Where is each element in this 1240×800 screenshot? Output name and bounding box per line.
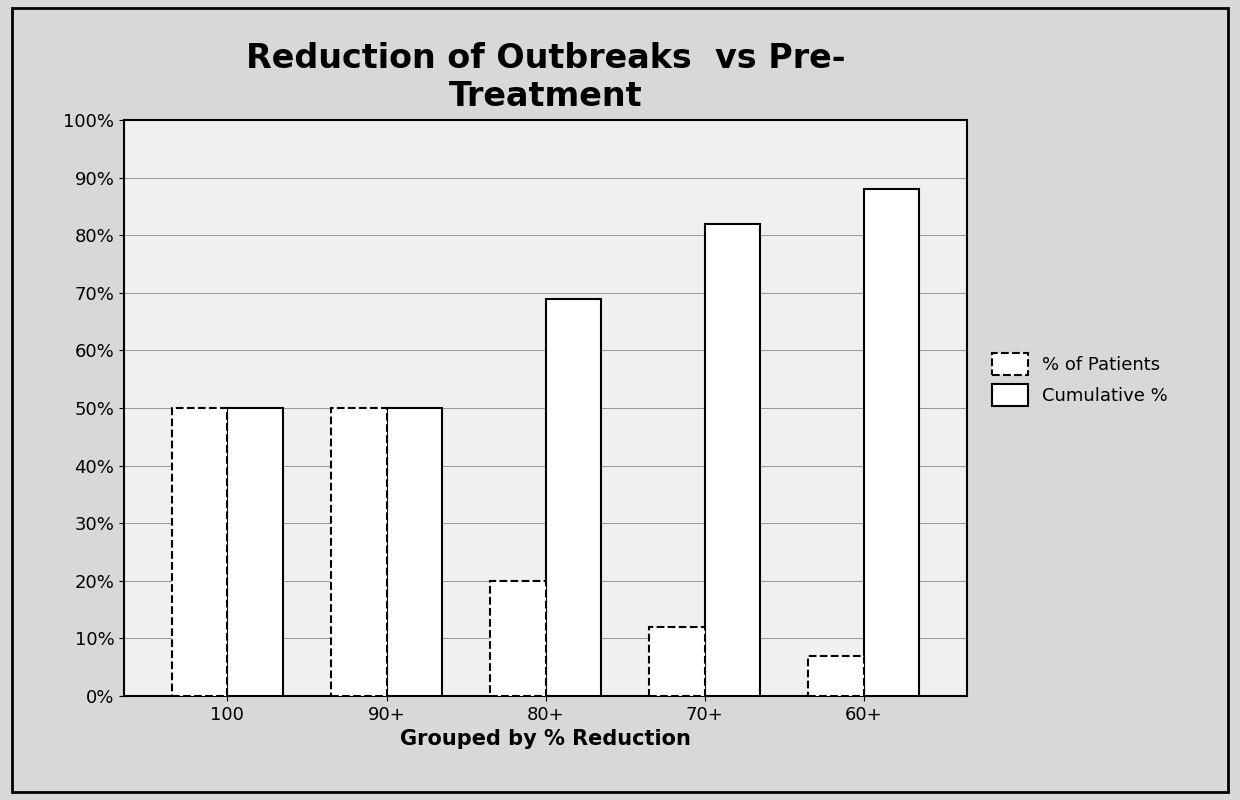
Bar [171,408,227,696]
Bar [171,408,227,696]
Bar [490,581,546,696]
Bar [864,189,920,696]
Bar [331,408,387,696]
Bar [546,298,601,696]
Bar [649,627,704,696]
Bar [227,408,283,696]
Bar [387,408,443,696]
Legend: % of Patients, Cumulative %: % of Patients, Cumulative % [985,346,1176,413]
Bar [808,656,864,696]
Bar [808,656,864,696]
Bar [649,627,704,696]
Bar [490,581,546,696]
Bar [331,408,387,696]
X-axis label: Grouped by % Reduction: Grouped by % Reduction [401,730,691,750]
Title: Reduction of Outbreaks  vs Pre-
Treatment: Reduction of Outbreaks vs Pre- Treatment [246,42,846,113]
Bar [704,224,760,696]
